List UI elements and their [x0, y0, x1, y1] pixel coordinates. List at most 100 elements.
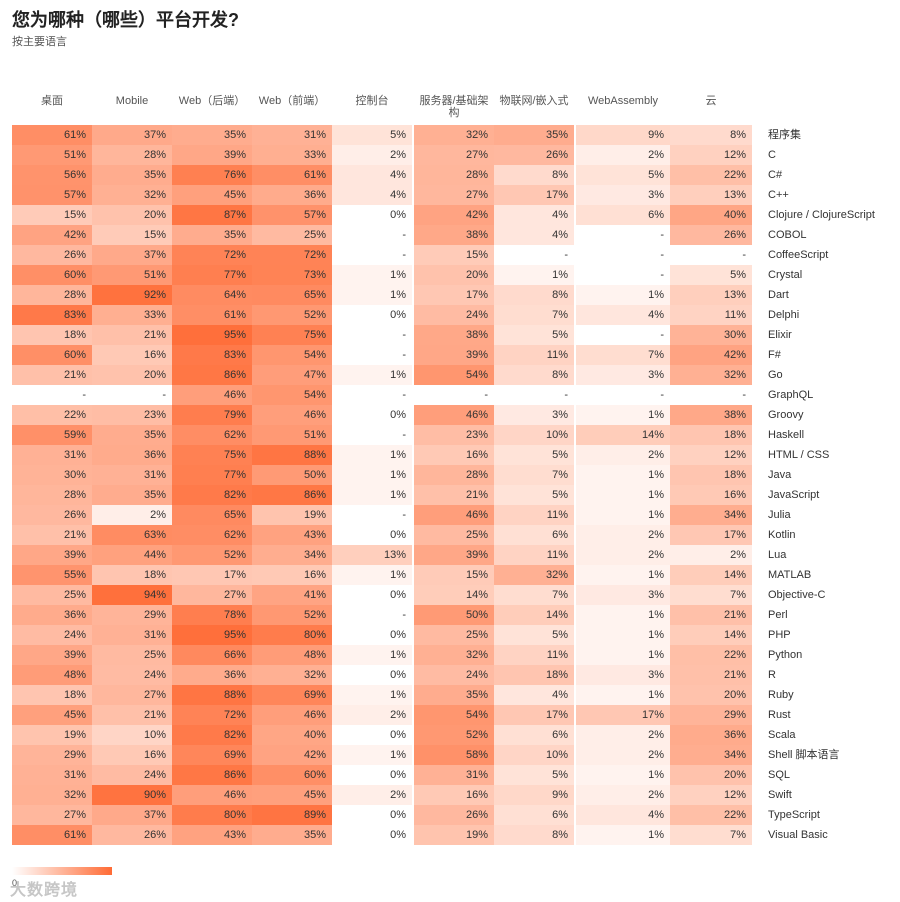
heatmap-cell: 29%: [670, 705, 752, 725]
heatmap-cell: 33%: [92, 305, 172, 325]
column-header: Web（后端）: [178, 95, 246, 107]
heatmap-cell: 14%: [494, 605, 574, 625]
heatmap-cell: 13%: [670, 185, 752, 205]
heatmap-cell: 1%: [332, 265, 412, 285]
heatmap-cell: 11%: [494, 345, 574, 365]
heatmap-cell: 39%: [12, 545, 92, 565]
heatmap-cell: 0%: [332, 525, 412, 545]
heatmap-cell: 31%: [12, 765, 92, 785]
heatmap-cell: 42%: [252, 745, 332, 765]
heatmap-cell: 21%: [12, 365, 92, 385]
heatmap-cell: 39%: [414, 345, 494, 365]
heatmap-cell: 18%: [670, 425, 752, 445]
heatmap-cell: 54%: [414, 705, 494, 725]
heatmap-cell: 4%: [332, 185, 412, 205]
heatmap-cell: 28%: [92, 145, 172, 165]
heatmap-cell: 45%: [12, 705, 92, 725]
heatmap-cell: 4%: [576, 305, 670, 325]
heatmap-cell: 0%: [332, 205, 412, 225]
heatmap-cell: 86%: [172, 765, 252, 785]
heatmap-cell: 46%: [252, 405, 332, 425]
heatmap-cell: 1%: [332, 485, 412, 505]
heatmap-cell: -: [564, 249, 568, 261]
heatmap-cell: 16%: [92, 345, 172, 365]
heatmap-cell: 11%: [494, 545, 574, 565]
color-legend-bar: [12, 867, 112, 875]
heatmap-cell: -: [742, 249, 746, 261]
heatmap-cell: 82%: [172, 725, 252, 745]
heatmap-cell: 66%: [172, 645, 252, 665]
heatmap-cell: 47%: [252, 365, 332, 385]
heatmap-cell: 5%: [494, 445, 574, 465]
heatmap-cell: 1%: [332, 685, 412, 705]
heatmap-cell: 0%: [332, 725, 412, 745]
heatmap-cell: 6%: [494, 805, 574, 825]
heatmap-cell: 42%: [12, 225, 92, 245]
heatmap-cell: 58%: [414, 745, 494, 765]
heatmap-cell: 14%: [414, 585, 494, 605]
heatmap-cell: -: [564, 389, 568, 401]
heatmap-cell: 54%: [252, 385, 332, 405]
row-label: Python: [768, 649, 803, 661]
heatmap-cell: 45%: [172, 185, 252, 205]
row-label: C++: [768, 189, 789, 201]
heatmap-cell: -: [402, 329, 406, 341]
heatmap-cell: 1%: [576, 685, 670, 705]
heatmap-cell: 2%: [332, 785, 412, 805]
heatmap-cell: 32%: [414, 645, 494, 665]
heatmap-cell: 62%: [172, 525, 252, 545]
heatmap-cell: 14%: [576, 425, 670, 445]
heatmap-cell: 26%: [670, 225, 752, 245]
heatmap-cell: 33%: [252, 145, 332, 165]
heatmap-cell: 35%: [494, 125, 574, 145]
heatmap-cell: 75%: [172, 445, 252, 465]
heatmap-cell: 8%: [494, 825, 574, 845]
heatmap-cell: 13%: [670, 285, 752, 305]
heatmap-cell: 36%: [252, 185, 332, 205]
heatmap-cell: 22%: [12, 405, 92, 425]
heatmap-cell: 25%: [414, 625, 494, 645]
heatmap-cell: 73%: [252, 265, 332, 285]
row-label: Clojure / ClojureScript: [768, 209, 875, 221]
heatmap-cell: 3%: [576, 185, 670, 205]
heatmap-cell: 79%: [172, 405, 252, 425]
heatmap-cell: 24%: [92, 765, 172, 785]
heatmap-cell: -: [402, 349, 406, 361]
row-label: MATLAB: [768, 569, 812, 581]
heatmap-cell: 46%: [414, 505, 494, 525]
heatmap-cell: 12%: [670, 445, 752, 465]
heatmap-cell: 72%: [172, 245, 252, 265]
row-label: COBOL: [768, 229, 807, 241]
heatmap-cell: 35%: [92, 485, 172, 505]
heatmap-cell: -: [82, 389, 86, 401]
heatmap-cell: 76%: [172, 165, 252, 185]
heatmap-cell: 2%: [576, 525, 670, 545]
heatmap-cell: 32%: [494, 565, 574, 585]
row-label: GraphQL: [768, 389, 814, 401]
heatmap-cell: 38%: [414, 225, 494, 245]
heatmap-cell: 5%: [494, 625, 574, 645]
heatmap-cell: 17%: [670, 525, 752, 545]
heatmap-cell: 31%: [12, 445, 92, 465]
row-label: Perl: [768, 609, 788, 621]
heatmap-cell: 21%: [12, 525, 92, 545]
heatmap-cell: 28%: [414, 465, 494, 485]
heatmap-cell: 42%: [670, 345, 752, 365]
heatmap-cell: 16%: [92, 745, 172, 765]
heatmap-cell: 7%: [576, 345, 670, 365]
heatmap-cell: 1%: [576, 765, 670, 785]
heatmap-cell: 54%: [252, 345, 332, 365]
heatmap-cell: 10%: [92, 725, 172, 745]
heatmap-cell: 24%: [92, 665, 172, 685]
heatmap-cell: 61%: [172, 305, 252, 325]
column-header: 服务器/基础架构: [419, 95, 489, 119]
chart-subtitle: 按主要语言: [12, 36, 67, 48]
heatmap-cell: 20%: [92, 365, 172, 385]
heatmap-cell: 80%: [252, 625, 332, 645]
row-label: PHP: [768, 629, 791, 641]
heatmap-cell: 19%: [252, 505, 332, 525]
heatmap-cell: 4%: [494, 225, 574, 245]
heatmap-cell: 82%: [172, 485, 252, 505]
heatmap-cell: 34%: [670, 505, 752, 525]
heatmap-cell: 32%: [92, 185, 172, 205]
